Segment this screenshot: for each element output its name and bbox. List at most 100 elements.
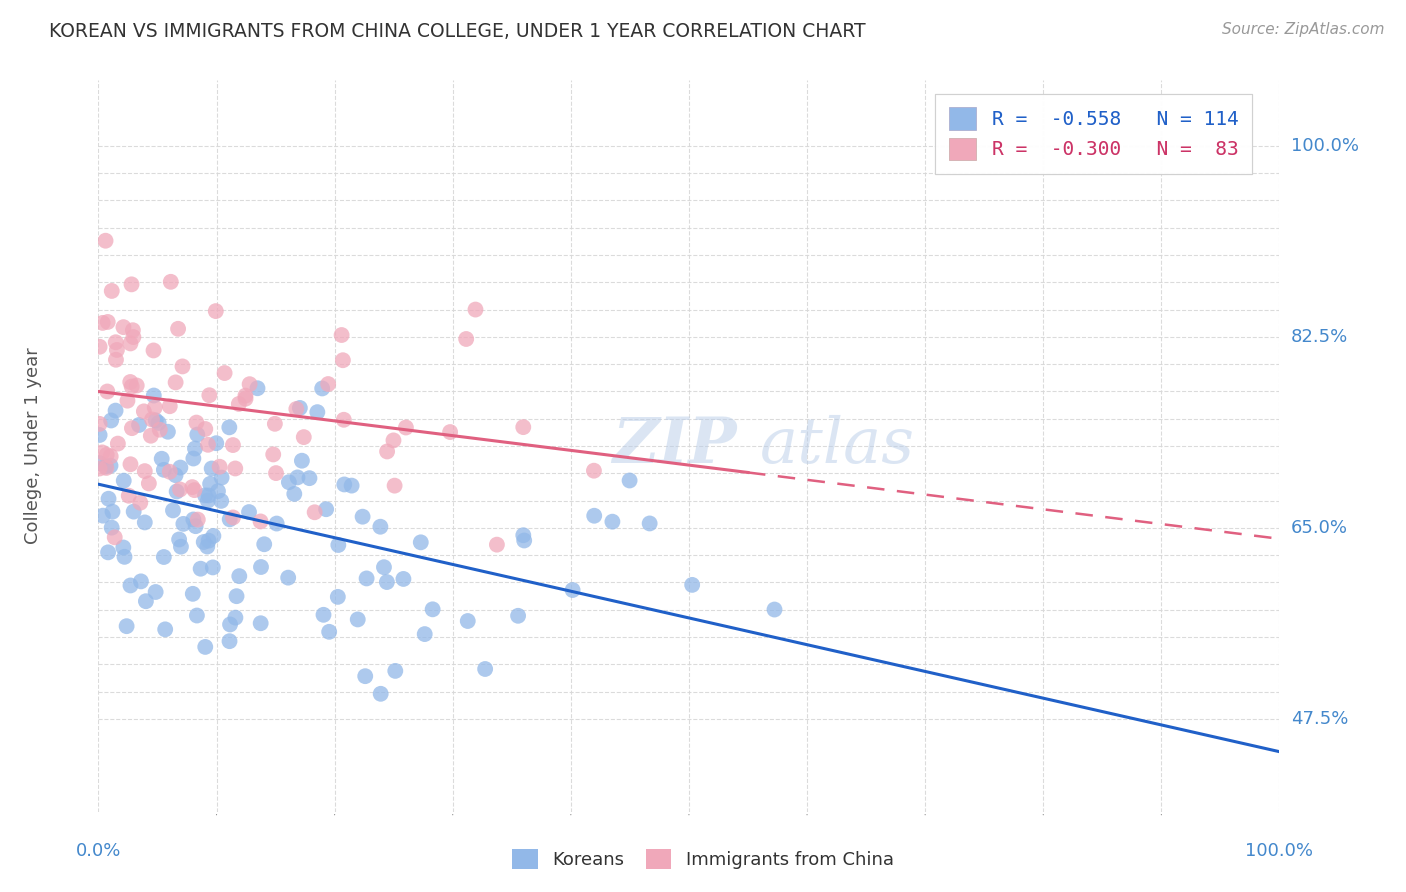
Point — [266, 516, 288, 531]
Text: Source: ZipAtlas.com: Source: ZipAtlas.com — [1222, 22, 1385, 37]
Point — [100, 413, 122, 427]
Point — [186, 608, 208, 623]
Point — [121, 379, 143, 393]
Text: 0.0%: 0.0% — [76, 842, 121, 860]
Point — [561, 582, 583, 597]
Point — [194, 422, 217, 436]
Point — [100, 458, 122, 473]
Point — [186, 416, 208, 430]
Point — [122, 505, 145, 519]
Point — [332, 353, 354, 368]
Point — [264, 466, 287, 480]
Point — [287, 470, 309, 484]
Point — [183, 451, 205, 466]
Point — [352, 509, 374, 524]
Point — [142, 388, 165, 402]
Point — [373, 560, 395, 574]
Point — [253, 537, 276, 551]
Point — [121, 277, 143, 292]
Point — [485, 538, 508, 552]
Point — [224, 610, 246, 624]
Point — [97, 545, 120, 559]
Point — [198, 388, 221, 402]
Point — [148, 416, 170, 430]
Point — [121, 421, 143, 435]
Point — [169, 483, 191, 497]
Point — [193, 535, 215, 549]
Point — [422, 602, 444, 616]
Point — [218, 634, 240, 648]
Point — [506, 608, 529, 623]
Point — [197, 489, 219, 503]
Point — [198, 476, 221, 491]
Point — [135, 594, 157, 608]
Point — [104, 352, 127, 367]
Point — [186, 427, 208, 442]
Point — [89, 461, 111, 475]
Point — [132, 404, 155, 418]
Text: 82.5%: 82.5% — [1291, 328, 1348, 346]
Point — [218, 420, 240, 434]
Point — [142, 343, 165, 358]
Point — [169, 460, 191, 475]
Point — [89, 417, 111, 431]
Point — [214, 366, 236, 380]
Point — [120, 457, 142, 471]
Point — [183, 512, 205, 526]
Text: KOREAN VS IMMIGRANTS FROM CHINA COLLEGE, UNDER 1 YEAR CORRELATION CHART: KOREAN VS IMMIGRANTS FROM CHINA COLLEGE,… — [49, 22, 866, 41]
Point — [681, 578, 703, 592]
Point — [129, 574, 152, 589]
Point — [187, 512, 209, 526]
Point — [104, 530, 127, 544]
Text: 65.0%: 65.0% — [1291, 519, 1347, 537]
Point — [96, 448, 118, 462]
Point — [209, 494, 232, 508]
Point — [224, 461, 246, 475]
Point — [250, 560, 273, 574]
Point — [129, 496, 152, 510]
Point — [143, 401, 166, 415]
Point — [291, 453, 314, 467]
Point — [153, 549, 176, 564]
Point — [225, 589, 247, 603]
Point — [150, 451, 173, 466]
Point — [262, 447, 284, 461]
Point — [120, 375, 142, 389]
Point — [197, 493, 219, 508]
Point — [165, 376, 187, 390]
Point — [464, 302, 486, 317]
Point — [384, 664, 406, 678]
Point — [122, 323, 145, 337]
Point — [439, 425, 461, 439]
Point — [112, 320, 135, 334]
Point — [181, 480, 204, 494]
Point — [107, 436, 129, 450]
Point — [638, 516, 661, 531]
Text: 100.0%: 100.0% — [1246, 842, 1313, 860]
Point — [145, 585, 167, 599]
Point — [97, 491, 120, 506]
Point — [167, 322, 190, 336]
Point — [249, 616, 271, 631]
Point — [166, 484, 188, 499]
Point — [340, 478, 363, 492]
Point — [395, 420, 418, 434]
Point — [583, 508, 606, 523]
Point — [159, 399, 181, 413]
Point — [112, 541, 135, 555]
Point — [513, 533, 536, 548]
Point — [356, 571, 378, 585]
Point — [384, 478, 406, 492]
Point — [115, 619, 138, 633]
Point — [219, 617, 242, 632]
Point — [172, 359, 194, 374]
Point — [205, 436, 228, 450]
Point — [149, 423, 172, 437]
Point — [141, 412, 163, 426]
Point — [330, 328, 353, 343]
Point — [153, 623, 176, 637]
Point — [159, 275, 181, 289]
Point — [354, 669, 377, 683]
Point — [194, 640, 217, 654]
Point — [392, 572, 415, 586]
